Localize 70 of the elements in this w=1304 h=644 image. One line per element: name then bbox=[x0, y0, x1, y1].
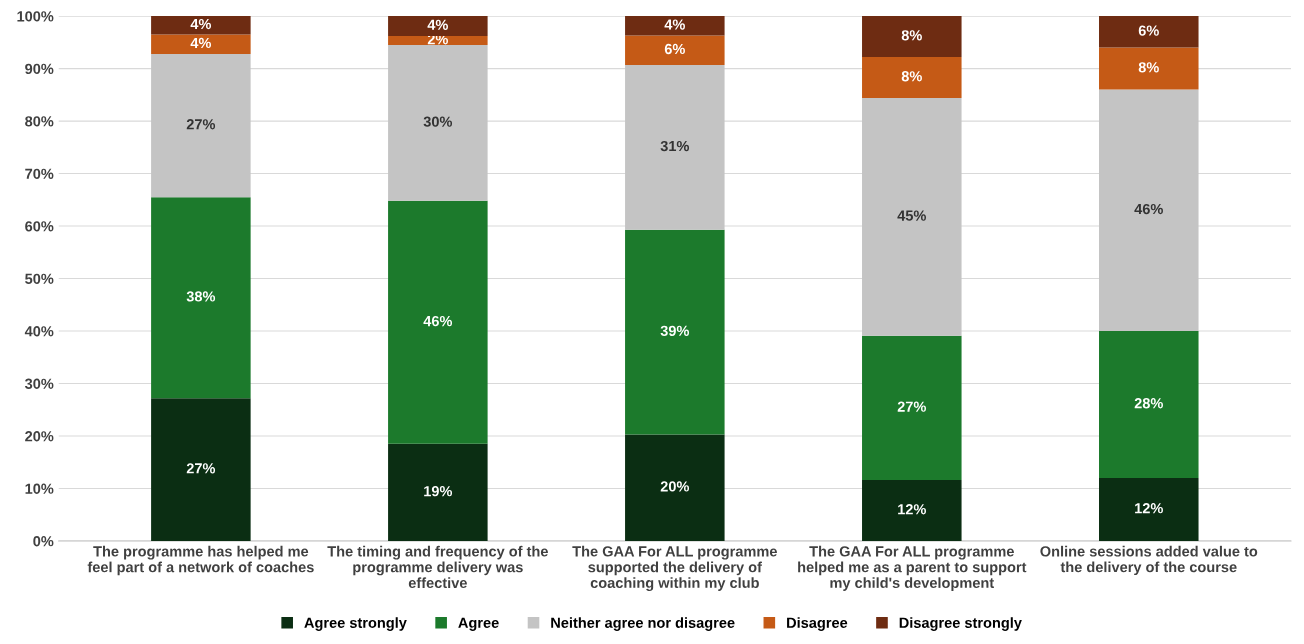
bar bbox=[151, 398, 251, 541]
y-tick-label: 60% bbox=[25, 221, 54, 232]
bar bbox=[1099, 331, 1199, 478]
bar bbox=[625, 16, 725, 36]
x-tick-label: The programme has helped me feel part of a network of coaches bbox=[87, 545, 314, 576]
data-label: 12% bbox=[898, 504, 927, 515]
data-label: 12% bbox=[1135, 503, 1163, 514]
y-tick-label: 90% bbox=[25, 63, 54, 75]
data-label: 38% bbox=[186, 291, 216, 302]
y-tick-label: 0% bbox=[33, 536, 54, 547]
data-label: 8% bbox=[901, 71, 922, 82]
bar bbox=[862, 16, 962, 58]
data-label: 4% bbox=[190, 18, 212, 30]
data-label: 4% bbox=[664, 19, 685, 30]
y-tick-label: 50% bbox=[25, 273, 54, 284]
data-label: 45% bbox=[897, 210, 927, 221]
data-label: 28% bbox=[1134, 398, 1163, 409]
x-tick-label: The GAA For ALL programme helped me as a parent to support my child's development bbox=[798, 545, 1027, 591]
data-label: 20% bbox=[660, 481, 690, 492]
y-tick-label: 100% bbox=[17, 11, 54, 22]
bar bbox=[625, 35, 725, 65]
data-label: 30% bbox=[423, 116, 453, 127]
data-label: 8% bbox=[901, 30, 922, 41]
bar bbox=[625, 229, 725, 435]
data-label: 8% bbox=[1138, 62, 1159, 73]
data-label: 6% bbox=[1138, 25, 1159, 36]
bar bbox=[388, 16, 488, 37]
bar bbox=[1099, 477, 1199, 541]
data-label: 27% bbox=[897, 401, 927, 412]
bar bbox=[388, 200, 488, 444]
bar bbox=[151, 197, 251, 399]
y-tick-label: 40% bbox=[24, 326, 54, 337]
data-label: 46% bbox=[1134, 203, 1163, 215]
bar bbox=[862, 57, 962, 98]
x-tick-label: The GAA For ALL programme supported the delivery of coaching within my club bbox=[572, 545, 777, 591]
y-tick-label: 10% bbox=[25, 483, 54, 494]
bar bbox=[388, 36, 488, 45]
data-label: 27% bbox=[186, 119, 216, 130]
data-label: 19% bbox=[424, 486, 453, 497]
bar bbox=[625, 434, 725, 541]
bar bbox=[151, 34, 251, 54]
legend-label: Disagree strongly bbox=[899, 617, 1022, 631]
data-label: 27% bbox=[186, 463, 216, 474]
bar bbox=[151, 16, 251, 35]
y-tick-label: 30% bbox=[24, 378, 54, 389]
bar bbox=[862, 97, 962, 336]
data-label: 4% bbox=[190, 37, 212, 49]
bar bbox=[625, 64, 725, 230]
bar bbox=[862, 335, 962, 481]
bar bbox=[862, 480, 962, 541]
data-label: 46% bbox=[423, 315, 453, 327]
data-label: 31% bbox=[660, 140, 690, 152]
legend-label: Neither agree nor disagree bbox=[551, 617, 735, 631]
y-tick-label: 80% bbox=[25, 116, 54, 127]
bar bbox=[1099, 89, 1199, 332]
x-tick-label: Online sessions added value to the delivery of the course bbox=[1040, 545, 1258, 576]
y-tick-label: 70% bbox=[25, 168, 54, 179]
legend-label: Agree bbox=[458, 617, 499, 631]
data-label: 39% bbox=[660, 325, 690, 336]
bar bbox=[1099, 47, 1199, 90]
legend-label: Disagree bbox=[787, 617, 848, 631]
x-tick-label: The timing and frequency of the programme delivery was effective bbox=[327, 545, 548, 589]
bar bbox=[1099, 16, 1199, 48]
y-tick-label: 20% bbox=[25, 431, 54, 442]
bar bbox=[151, 53, 251, 198]
data-label: 6% bbox=[664, 43, 685, 55]
bar bbox=[388, 443, 488, 541]
data-label: 4% bbox=[427, 19, 448, 30]
legend-label: Agree strongly bbox=[304, 617, 407, 631]
bar bbox=[388, 44, 488, 201]
